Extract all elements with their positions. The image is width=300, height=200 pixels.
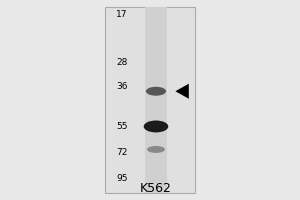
Ellipse shape <box>144 121 168 132</box>
Text: 55: 55 <box>116 122 128 131</box>
Text: 17: 17 <box>116 10 128 19</box>
Text: 72: 72 <box>116 148 128 157</box>
Text: 36: 36 <box>116 82 128 91</box>
Text: K562: K562 <box>140 182 172 195</box>
Ellipse shape <box>147 146 165 153</box>
Ellipse shape <box>146 87 166 96</box>
Text: 95: 95 <box>116 174 128 183</box>
Text: 28: 28 <box>116 58 128 67</box>
FancyBboxPatch shape <box>145 7 167 193</box>
Polygon shape <box>176 84 189 99</box>
FancyBboxPatch shape <box>105 7 195 193</box>
